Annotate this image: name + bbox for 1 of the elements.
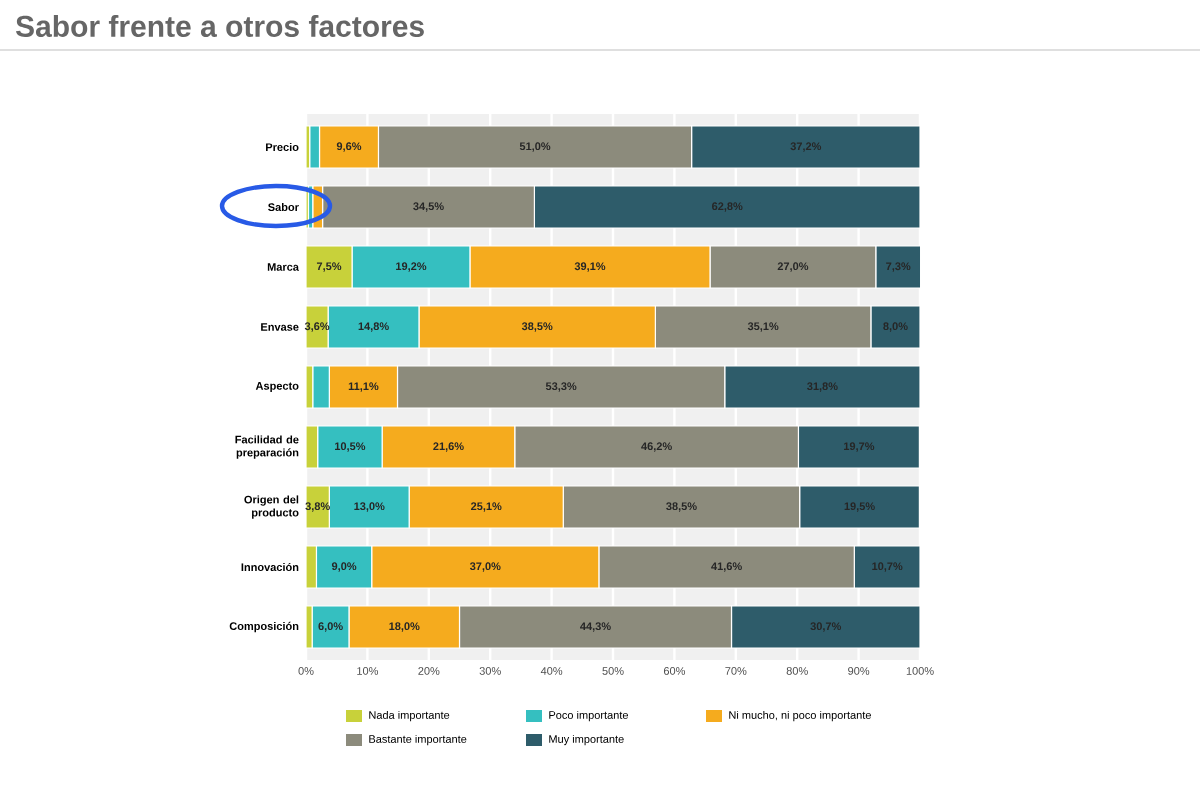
chart-title: Sabor frente a otros factores xyxy=(15,14,424,37)
